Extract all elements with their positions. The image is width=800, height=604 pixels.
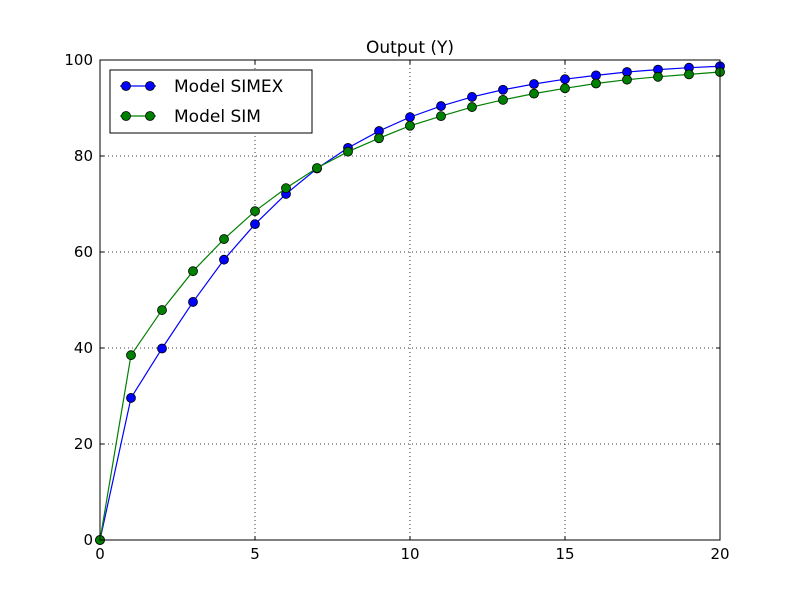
data-point	[498, 84, 508, 95]
data-point	[436, 101, 446, 111]
data-point	[436, 111, 446, 122]
x-tick-label: 20	[710, 545, 729, 563]
data-point	[312, 163, 322, 173]
series-simex	[95, 61, 725, 545]
data-point	[126, 393, 136, 403]
data-point	[188, 266, 198, 277]
data-point	[188, 297, 198, 307]
data-point	[684, 69, 694, 80]
y-tick-label: 0	[83, 531, 93, 549]
data-point	[529, 88, 539, 99]
data-point	[374, 133, 384, 144]
y-tick-label: 20	[74, 435, 93, 453]
legend-marker-sim	[121, 111, 131, 121]
y-tick-label: 40	[74, 339, 93, 357]
data-point	[653, 71, 663, 82]
data-point	[219, 234, 229, 244]
grid	[100, 60, 720, 540]
data-point	[219, 254, 229, 265]
y-tick-label: 60	[74, 243, 93, 261]
data-point	[250, 206, 260, 217]
data-point	[560, 74, 570, 85]
legend-entry-sim: Model SIM	[120, 107, 261, 127]
data-point	[498, 94, 508, 105]
data-point	[467, 92, 477, 102]
data-point	[343, 146, 353, 157]
data-point	[157, 305, 167, 315]
data-point	[622, 74, 632, 85]
y-tick-label: 100	[64, 51, 93, 69]
legend-marker-sim	[145, 111, 155, 121]
data-point	[250, 219, 260, 230]
data-point	[591, 70, 601, 81]
data-point	[560, 83, 570, 94]
data-point	[591, 78, 601, 89]
x-tick-label: 10	[400, 545, 419, 563]
y-tick-label: 80	[74, 147, 93, 165]
data-point	[405, 120, 415, 131]
chart-title: Output (Y)	[366, 38, 454, 58]
data-point	[467, 102, 477, 112]
legend: Model SIMEX Model SIM	[109, 69, 313, 134]
legend-marker-simex	[145, 81, 155, 91]
legend-label-sim: Model SIM	[174, 107, 261, 127]
x-tick-label: 15	[555, 545, 574, 563]
data-point	[529, 79, 539, 89]
data-point	[126, 350, 136, 361]
data-point	[157, 343, 167, 354]
data-point	[281, 183, 291, 194]
legend-marker-simex	[121, 81, 131, 91]
legend-entry-simex: Model SIMEX	[120, 77, 284, 97]
legend-box	[109, 69, 313, 134]
legend-label-simex: Model SIMEX	[174, 77, 284, 97]
x-tick-label: 5	[250, 545, 260, 563]
data-point	[405, 112, 415, 123]
series-group	[95, 61, 725, 545]
axis-ticks: 0 5 10 15 20 0 20 40 60 80 100	[64, 51, 729, 563]
x-tick-label: 0	[95, 545, 105, 563]
